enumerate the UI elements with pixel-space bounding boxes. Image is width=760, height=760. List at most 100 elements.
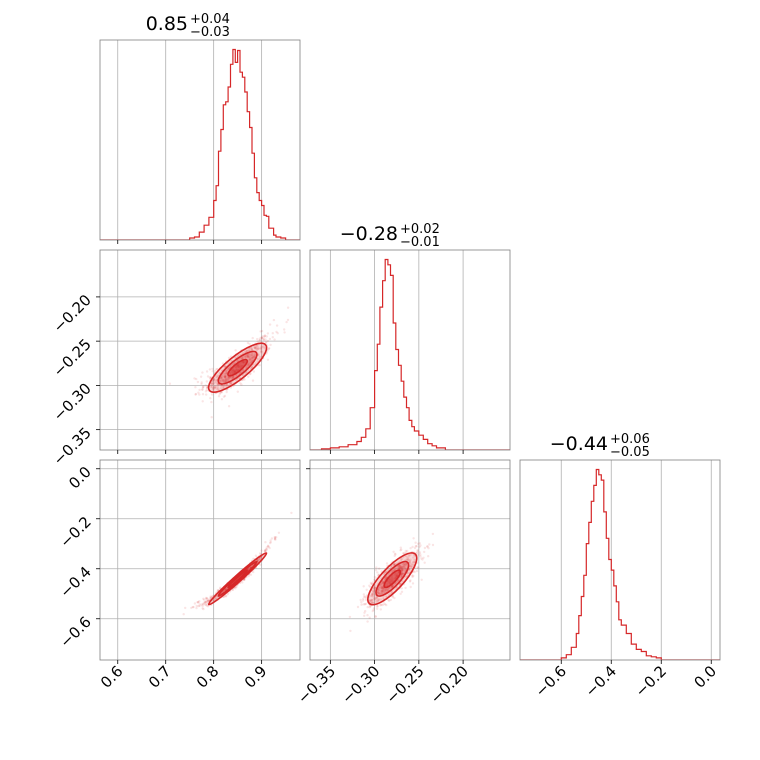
sample-point	[221, 379, 225, 382]
sample-point	[248, 357, 252, 360]
sample-point	[271, 336, 274, 339]
y-tick-label: −0.25	[50, 335, 95, 380]
sample-point	[248, 358, 252, 361]
sample-point	[262, 337, 266, 341]
sample-point	[386, 569, 389, 572]
sample-point	[262, 339, 265, 342]
sample-point	[360, 601, 363, 604]
sample-point	[387, 587, 390, 591]
sample-point	[408, 560, 412, 564]
sample-point	[264, 338, 267, 341]
hist-p1-title: 0.85 +0.04−0.03	[146, 12, 230, 40]
sample-point	[413, 558, 416, 562]
sample-point	[382, 589, 386, 592]
sample-point	[211, 386, 215, 390]
sample-point	[400, 548, 403, 551]
sample-point	[220, 391, 223, 394]
x-axis-ticks	[117, 450, 263, 454]
sample-point	[368, 616, 371, 619]
sample-point	[409, 553, 412, 557]
sample-point	[418, 551, 422, 554]
sample-point	[209, 596, 212, 600]
sample-point	[410, 565, 413, 568]
sample-point	[219, 391, 222, 394]
sample-point	[403, 565, 406, 568]
sample-point	[368, 584, 371, 587]
sample-point	[397, 566, 400, 569]
x-tick-label: −0.25	[382, 662, 427, 707]
sample-point	[205, 393, 208, 396]
sample-point	[364, 609, 367, 613]
sample-point	[251, 379, 255, 382]
sample-point	[202, 385, 205, 388]
sample-point	[420, 578, 423, 581]
sample-point	[196, 380, 200, 384]
sample-point	[247, 348, 251, 352]
sample-point	[250, 354, 253, 358]
contour-level	[227, 569, 249, 589]
sample-point	[222, 395, 226, 398]
sample-point	[363, 611, 366, 614]
sample-point	[379, 604, 382, 607]
sample-point	[226, 378, 229, 382]
sample-point	[373, 587, 377, 590]
sample-point	[211, 388, 215, 391]
sample-point	[373, 575, 376, 579]
sample-point	[364, 598, 368, 601]
sample-point	[273, 536, 276, 539]
sample-point	[381, 589, 384, 592]
title-minus: −0.01	[400, 235, 440, 250]
sample-point	[368, 606, 371, 609]
sample-point	[431, 543, 435, 547]
sample-point	[391, 590, 394, 594]
sample-point	[374, 586, 377, 590]
sample-point	[257, 558, 260, 561]
sample-point	[244, 356, 247, 359]
sample-point	[371, 593, 374, 596]
sample-point	[385, 588, 388, 592]
sample-point	[229, 382, 233, 385]
sample-point	[376, 599, 379, 602]
sample-point	[374, 569, 378, 572]
sample-point	[372, 592, 375, 596]
sample-point	[410, 565, 414, 569]
sample-point	[212, 378, 216, 381]
contour-level	[227, 358, 249, 377]
sample-point	[401, 562, 404, 566]
sample-point	[271, 332, 274, 335]
sample-point	[369, 581, 373, 585]
sample-point	[398, 565, 401, 568]
sample-point	[209, 376, 212, 379]
sample-point	[223, 375, 226, 378]
sample-point	[206, 600, 209, 603]
sample-point	[247, 363, 250, 366]
sample-point	[202, 603, 205, 606]
sample-point	[383, 590, 387, 593]
sample-point	[399, 567, 402, 570]
sample-point	[203, 601, 207, 604]
sample-point	[201, 393, 205, 396]
sample-point	[402, 552, 405, 555]
sample-point	[229, 381, 233, 385]
sample-point	[374, 615, 377, 618]
sample-point	[206, 600, 210, 603]
sample-point	[417, 542, 420, 545]
sample-point	[212, 387, 215, 390]
sample-point	[210, 416, 213, 419]
sample-point	[391, 584, 394, 588]
sample-point	[215, 376, 218, 379]
sample-point	[399, 566, 402, 570]
sample-point	[408, 559, 412, 563]
sample-point	[397, 566, 401, 570]
sample-point	[224, 588, 227, 591]
sample-point	[380, 589, 384, 593]
sample-point	[408, 580, 412, 583]
sample-point	[264, 541, 267, 544]
sample-point	[252, 570, 255, 574]
sample-point	[391, 585, 394, 588]
sample-point	[227, 356, 231, 360]
sample-point	[216, 375, 219, 379]
x-tick-label: 0.8	[193, 662, 223, 692]
sample-point	[423, 550, 426, 554]
